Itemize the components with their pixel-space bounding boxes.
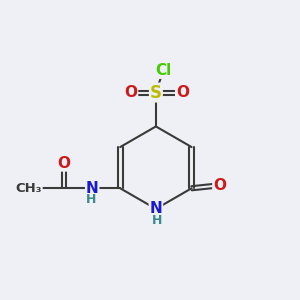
Text: N: N — [149, 201, 162, 216]
Text: O: O — [213, 178, 226, 193]
Text: H: H — [85, 193, 96, 206]
Text: Cl: Cl — [155, 63, 171, 78]
Text: O: O — [58, 156, 71, 171]
Text: O: O — [176, 85, 189, 100]
Text: CH₃: CH₃ — [16, 182, 42, 195]
Text: O: O — [124, 85, 137, 100]
Text: H: H — [152, 214, 163, 226]
Text: S: S — [150, 84, 162, 102]
Text: N: N — [86, 181, 99, 196]
